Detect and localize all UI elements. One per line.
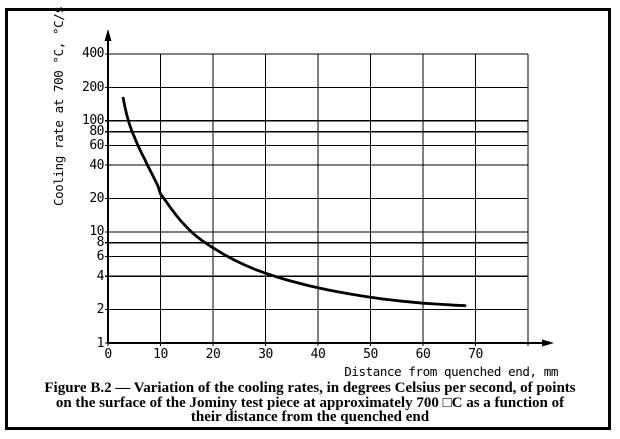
cooling-rate-curve xyxy=(121,96,467,307)
y-axis-arrowhead xyxy=(104,29,112,41)
y-tick-label-60: 60 xyxy=(89,138,104,153)
x-axis-arrowhead xyxy=(542,339,554,347)
x-tick-label-50: 50 xyxy=(363,347,378,362)
y-tick-label-40: 40 xyxy=(89,157,104,173)
x-tick-label-20: 20 xyxy=(205,347,221,362)
x-tick-label-10: 10 xyxy=(153,347,168,362)
y-axis-title: Cooling rate at 700 °C, °C/s xyxy=(51,6,66,206)
y-tick-label-100: 100 xyxy=(82,113,104,129)
x-tick-label-40: 40 xyxy=(310,347,326,362)
y-tick-label-4: 4 xyxy=(96,268,105,284)
figure-border xyxy=(5,8,611,430)
figure-caption: Figure B.2 — Variation of the cooling ra… xyxy=(15,381,605,425)
caption-line-1: Figure B.2 — Variation of the cooling ra… xyxy=(44,380,576,396)
y-tick-label-400: 400 xyxy=(82,46,104,62)
caption-line-2: on the surface of the Jominy test piece … xyxy=(55,394,565,411)
y-tick-label-80: 80 xyxy=(89,124,104,140)
y-tick-label-6: 6 xyxy=(96,249,105,265)
y-tick-label-200: 200 xyxy=(82,79,104,95)
y-tick-label-8: 8 xyxy=(96,235,105,251)
x-tick-label-60: 60 xyxy=(415,347,431,362)
y-tick-label-2: 2 xyxy=(96,302,105,318)
caption-line-3: their distance from the quenched end xyxy=(190,409,430,425)
y-tick-label-1: 1 xyxy=(96,335,105,351)
x-tick-label-70: 70 xyxy=(468,347,483,362)
y-tick-label-20: 20 xyxy=(89,190,104,206)
x-axis-title: Distance from quenched end, mm xyxy=(344,364,558,379)
x-tick-label-30: 30 xyxy=(258,347,273,362)
y-tick-label-10: 10 xyxy=(89,224,104,240)
x-tick-label-0: 0 xyxy=(104,347,112,362)
